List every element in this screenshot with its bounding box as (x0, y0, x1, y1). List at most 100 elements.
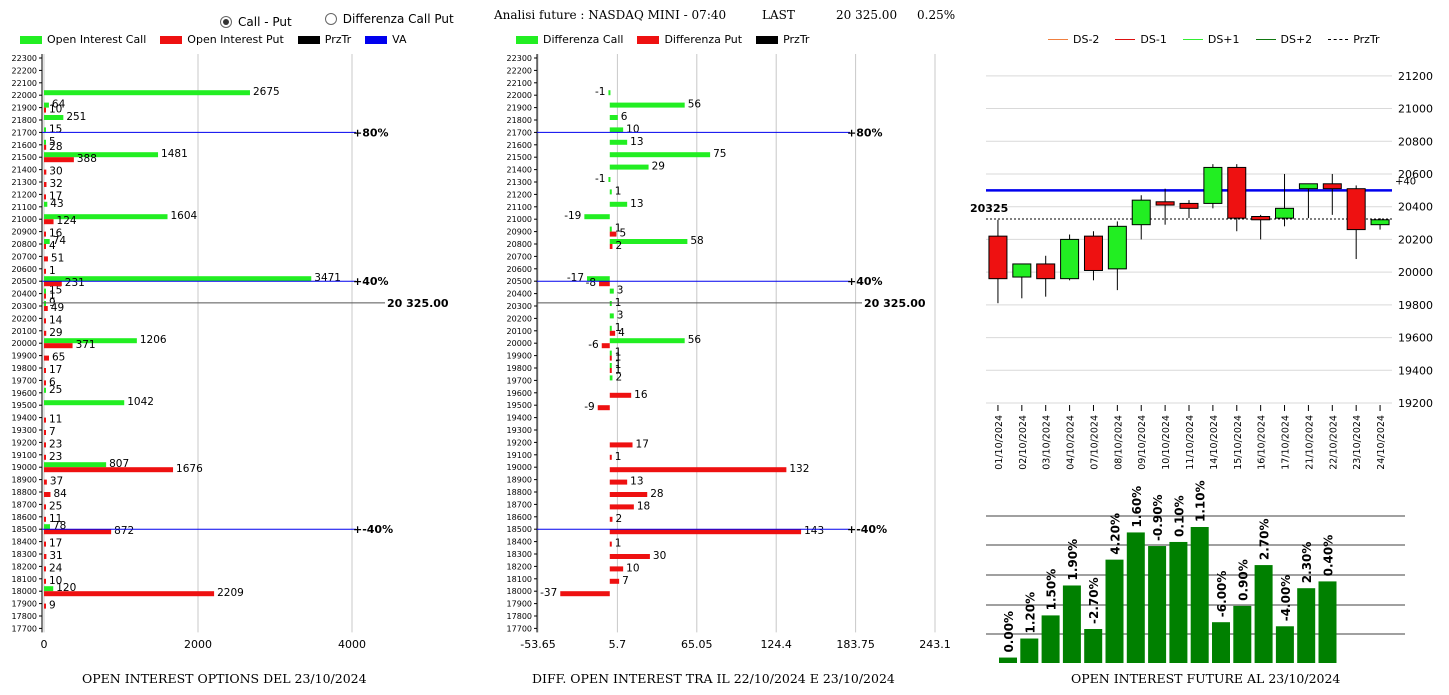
call-bar-label: 1042 (127, 396, 154, 408)
future-oi-bar (1233, 605, 1252, 663)
strike-label: 21000 (12, 215, 37, 224)
call-bar-label: 10 (626, 123, 639, 135)
radio-differenza[interactable]: Differenza Call Put (324, 12, 454, 26)
candle-body (1322, 183, 1342, 190)
put-bar (44, 107, 46, 113)
legend-swatch (516, 35, 538, 44)
strike-label: 22300 (12, 54, 37, 63)
strike-label: 18600 (507, 513, 532, 522)
legend-item-put: Open Interest Put (160, 33, 284, 46)
open-interest-chart: 0 2000 4000 22300 22200 22100 22000 21900 21800 2… (12, 54, 449, 651)
put-bar (597, 405, 610, 411)
strike-label: 19200 (507, 438, 532, 447)
put-bar (44, 355, 50, 361)
put-bar-label: 388 (77, 153, 97, 165)
strike-label: 19600 (12, 389, 37, 398)
legend-mid: Differenza Call Differenza Put PrzTr (516, 33, 809, 46)
put-bar (609, 442, 633, 448)
strike-label: 19700 (12, 376, 37, 385)
put-bar-label: 872 (114, 525, 134, 537)
call-bar (609, 325, 612, 331)
legend-item-ds-1: DS-1 (1115, 33, 1167, 46)
call-bar-label: 1 (615, 359, 622, 371)
strike-label: 18900 (12, 476, 37, 485)
strike-label: 21400 (507, 166, 532, 175)
strike-label: 19300 (12, 426, 37, 435)
strike-label: 18400 (12, 538, 37, 547)
future-oi-label: 1.60% (1130, 486, 1144, 528)
call-bar (609, 239, 688, 244)
radio-call-put[interactable]: Call - Put (220, 15, 292, 29)
call-bar-label: 1206 (140, 334, 167, 346)
last-value: 20 325.00 (836, 8, 898, 22)
call-bar-label: 5 (49, 136, 56, 148)
put-bar (609, 231, 617, 237)
strike-label: 20600 (507, 265, 532, 274)
future-oi-label: -0.90% (1151, 494, 1165, 541)
x-tick-label: 02/10/2024 (1018, 415, 1029, 470)
y-tick-label: 20800 (1398, 135, 1433, 148)
radio-selected-icon (220, 16, 232, 28)
candle-body (1036, 263, 1056, 280)
legend-right: DS-2 DS-1 DS+1 DS+2 PrzTr (1048, 33, 1380, 46)
put-bar (44, 529, 112, 535)
strike-label: 19600 (507, 389, 532, 398)
call-bar (44, 201, 48, 207)
legend-item-diff-call: Differenza Call (516, 33, 623, 46)
put-bar (44, 368, 46, 373)
strike-label: 22000 (507, 91, 532, 100)
put-bar (44, 169, 47, 175)
future-oi-bar (1148, 546, 1167, 663)
strike-label: 20200 (12, 314, 37, 323)
candle-body (1179, 202, 1199, 209)
va-line-label: +-40% (847, 523, 887, 536)
x-tick-label: 16/10/2024 (1257, 415, 1268, 470)
call-bar-label: 56 (688, 334, 702, 346)
call-bar-label: 58 (690, 235, 703, 247)
put-bar (609, 392, 632, 398)
strike-label: 18200 (12, 562, 37, 571)
legend-swatch (20, 35, 42, 44)
strike-label: 20800 (12, 240, 37, 249)
put-bar-label: 30 (653, 550, 666, 562)
x-tick-label: 07/10/2024 (1089, 415, 1100, 470)
strike-label: 22000 (12, 91, 37, 100)
strike-label: 20600 (12, 265, 37, 274)
call-bar-label: -19 (564, 210, 581, 222)
call-bar-label: 2675 (253, 86, 280, 98)
legend-line (1048, 39, 1068, 40)
put-bar (44, 380, 46, 386)
put-bar-label: 143 (804, 525, 824, 537)
future-oi-label: 2.30% (1300, 542, 1314, 584)
call-bar (609, 375, 613, 381)
y-tick-label: 21000 (1398, 103, 1433, 116)
put-bar (609, 479, 628, 485)
strike-label: 17700 (12, 624, 37, 633)
x-tick-label: 21/10/2024 (1304, 415, 1315, 470)
call-bar-label: -1 (595, 86, 605, 98)
legend-swatch (637, 35, 660, 44)
call-bar (44, 102, 49, 108)
strike-label: 20700 (507, 252, 532, 261)
call-bar (44, 115, 64, 120)
put-bar-label: 1 (615, 364, 622, 376)
strike-label: 21900 (12, 104, 37, 113)
call-bar (609, 301, 612, 306)
call-bar-label: 74 (53, 235, 67, 247)
put-bar-label: 23 (49, 438, 62, 450)
strike-label: 20300 (12, 302, 37, 311)
call-bar (609, 164, 649, 170)
va-line-label: +40% (353, 275, 389, 288)
candle-body (1251, 216, 1271, 221)
put-bar (44, 492, 51, 497)
x-tick-label: 17/10/2024 (1281, 415, 1292, 470)
strike-label: 22300 (507, 54, 532, 63)
put-bar (44, 144, 47, 150)
strike-label: 21200 (507, 190, 532, 199)
strike-label: 19900 (12, 352, 37, 361)
put-bar-label: 10 (49, 575, 62, 587)
put-bar-label: 9 (49, 600, 56, 612)
legend-item-ds+2: DS+2 (1255, 33, 1312, 46)
future-oi-label: 2.70% (1258, 518, 1272, 560)
call-bar (587, 276, 610, 282)
